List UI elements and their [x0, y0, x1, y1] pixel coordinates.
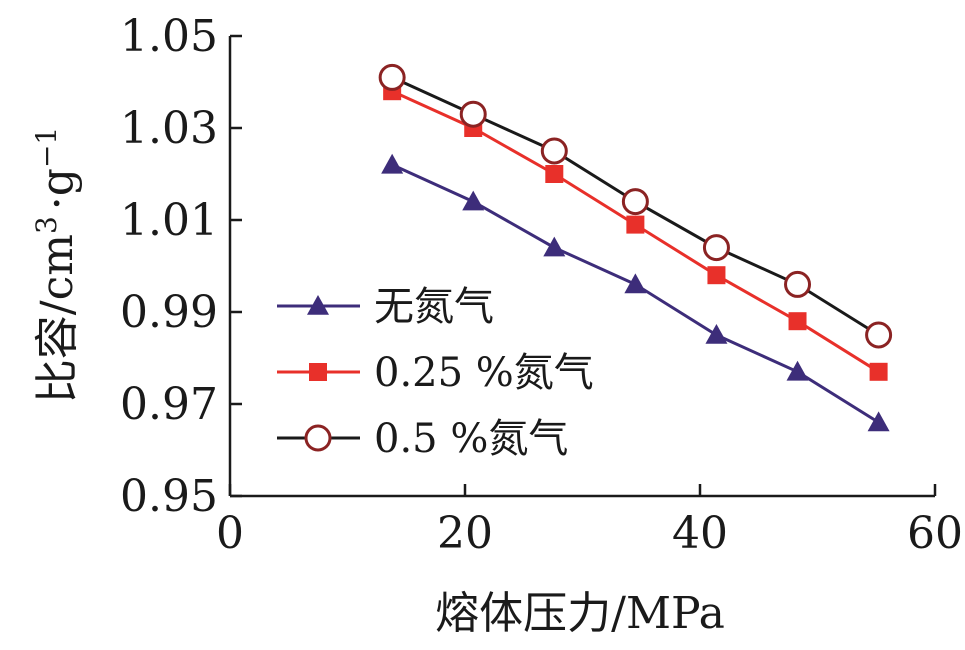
series-group: [378, 63, 893, 432]
legend-marker: [304, 424, 332, 452]
x-tick-label: 20: [437, 508, 493, 559]
y-axis-ticks: 0.95 0.97 0.99 1.01 1.03 1.05: [120, 11, 242, 522]
series-2-point: [545, 165, 564, 183]
series-3-point: [702, 234, 730, 262]
legend-entry-2: 0.25 %氮气: [277, 350, 594, 396]
series-1-point: [381, 153, 404, 174]
y-tick-label: 0.95: [120, 471, 218, 522]
legend-marker: [309, 363, 327, 381]
legend-entry-3: 0.5 %氮气: [277, 416, 568, 462]
y-tick-label: 0.99: [120, 287, 218, 338]
y-axis-title-sup-neg1: −1: [30, 127, 63, 168]
legend-label: 无氮气: [374, 284, 494, 330]
y-axis-title-base: 比容/cm: [32, 234, 83, 403]
x-tick-label: 0: [216, 508, 244, 559]
series-1: [381, 153, 890, 432]
series-2: [383, 82, 888, 381]
series-1-point: [543, 236, 566, 257]
series-1-point: [462, 190, 485, 211]
series-3-point: [865, 321, 893, 349]
y-tick-label: 1.01: [120, 195, 218, 246]
y-axis-title-sup-3: 3: [30, 216, 63, 234]
x-tick-label: 40: [672, 508, 728, 559]
y-axis-title: 比容/cm3 ·g−1: [30, 127, 83, 403]
y-axis-title-mid: ·g: [32, 168, 83, 210]
y-tick-label: 0.97: [120, 379, 218, 430]
series-3-point: [784, 270, 812, 298]
legend-label: 0.25 %氮气: [374, 350, 594, 396]
series-3: [378, 63, 893, 349]
legend-label: 0.5 %氮气: [374, 416, 568, 462]
series-3-point: [459, 100, 487, 128]
legend: 无氮气 0.25 %氮气 0.5 %氮气: [277, 284, 594, 462]
legend-marker: [307, 295, 329, 315]
series-3-point: [621, 188, 649, 216]
series-2-point: [707, 266, 726, 285]
series-2-point: [788, 312, 807, 331]
series-3-point: [540, 137, 568, 165]
series-1-point: [867, 411, 890, 432]
y-tick-label: 1.05: [120, 11, 218, 62]
series-2-point: [869, 362, 888, 381]
series-1-point: [624, 273, 647, 294]
series-2-point: [626, 215, 645, 234]
series-1-point: [786, 360, 809, 381]
axes: [228, 36, 935, 498]
x-axis-ticks: 0 20 40 60: [216, 484, 963, 559]
series-1-point: [705, 324, 728, 344]
y-tick-label: 1.03: [120, 103, 218, 154]
x-tick-label: 60: [907, 508, 963, 559]
legend-entry-1: 无氮气: [277, 284, 494, 330]
x-axis-title: 熔体压力/MPa: [435, 588, 725, 639]
series-3-point: [378, 63, 406, 91]
